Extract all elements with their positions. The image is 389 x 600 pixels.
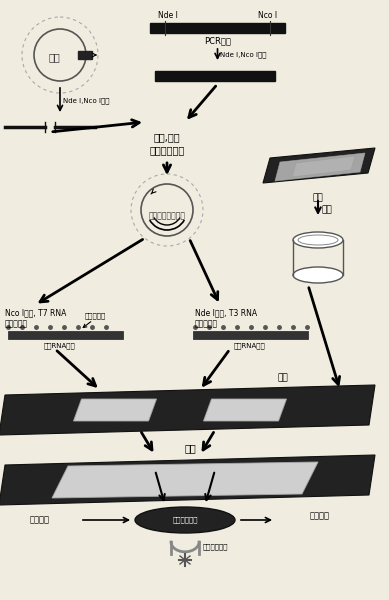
Bar bbox=[8, 331, 123, 339]
Text: Nde I,Nco I酶切: Nde I,Nco I酶切 bbox=[221, 52, 267, 58]
Bar bbox=[78, 51, 92, 59]
Text: 连接,筛选
得到阳性质粒: 连接,筛选 得到阳性质粒 bbox=[149, 132, 185, 155]
Text: Nco I酶切, T7 RNA
聚合酯标记: Nco I酶切, T7 RNA 聚合酯标记 bbox=[5, 308, 67, 328]
Polygon shape bbox=[52, 462, 318, 498]
Text: 含插入片段的质粒: 含插入片段的质粒 bbox=[149, 211, 186, 220]
Text: 提高字标记: 提高字标记 bbox=[85, 313, 106, 319]
Text: 涂片: 涂片 bbox=[313, 193, 323, 202]
Ellipse shape bbox=[293, 232, 343, 248]
Polygon shape bbox=[292, 156, 355, 177]
Text: 抗地高字抗体: 抗地高字抗体 bbox=[203, 544, 228, 550]
Text: 棆测: 棆测 bbox=[185, 443, 197, 453]
Text: 反义RNA探针: 反义RNA探针 bbox=[234, 342, 266, 349]
Polygon shape bbox=[0, 455, 375, 505]
Text: 杂交: 杂交 bbox=[278, 373, 289, 382]
Bar bbox=[193, 331, 308, 339]
Polygon shape bbox=[263, 148, 375, 183]
Text: 紫色沉淠: 紫色沉淠 bbox=[310, 511, 330, 520]
Text: 碷性磷酸酯酶: 碷性磷酸酯酶 bbox=[172, 517, 198, 523]
Polygon shape bbox=[203, 399, 287, 421]
Polygon shape bbox=[0, 385, 375, 435]
Polygon shape bbox=[275, 153, 365, 181]
Text: 处理: 处理 bbox=[322, 205, 333, 214]
Text: Nco I: Nco I bbox=[258, 11, 277, 20]
Text: Nde I,Nco I酶切: Nde I,Nco I酶切 bbox=[63, 98, 109, 104]
Bar bbox=[155, 71, 275, 81]
Ellipse shape bbox=[293, 267, 343, 283]
Text: Nde I: Nde I bbox=[158, 11, 178, 20]
Text: PCR产物: PCR产物 bbox=[204, 36, 231, 45]
Polygon shape bbox=[74, 399, 156, 421]
Text: Nde I酵切, T3 RNA
聚合酯标记: Nde I酵切, T3 RNA 聚合酯标记 bbox=[195, 308, 257, 328]
Bar bbox=[150, 23, 285, 33]
Text: 质粒: 质粒 bbox=[48, 52, 60, 62]
Text: 无色底物: 无色底物 bbox=[30, 515, 50, 524]
Text: 正义RNA探针: 正义RNA探针 bbox=[44, 342, 76, 349]
Ellipse shape bbox=[135, 507, 235, 533]
